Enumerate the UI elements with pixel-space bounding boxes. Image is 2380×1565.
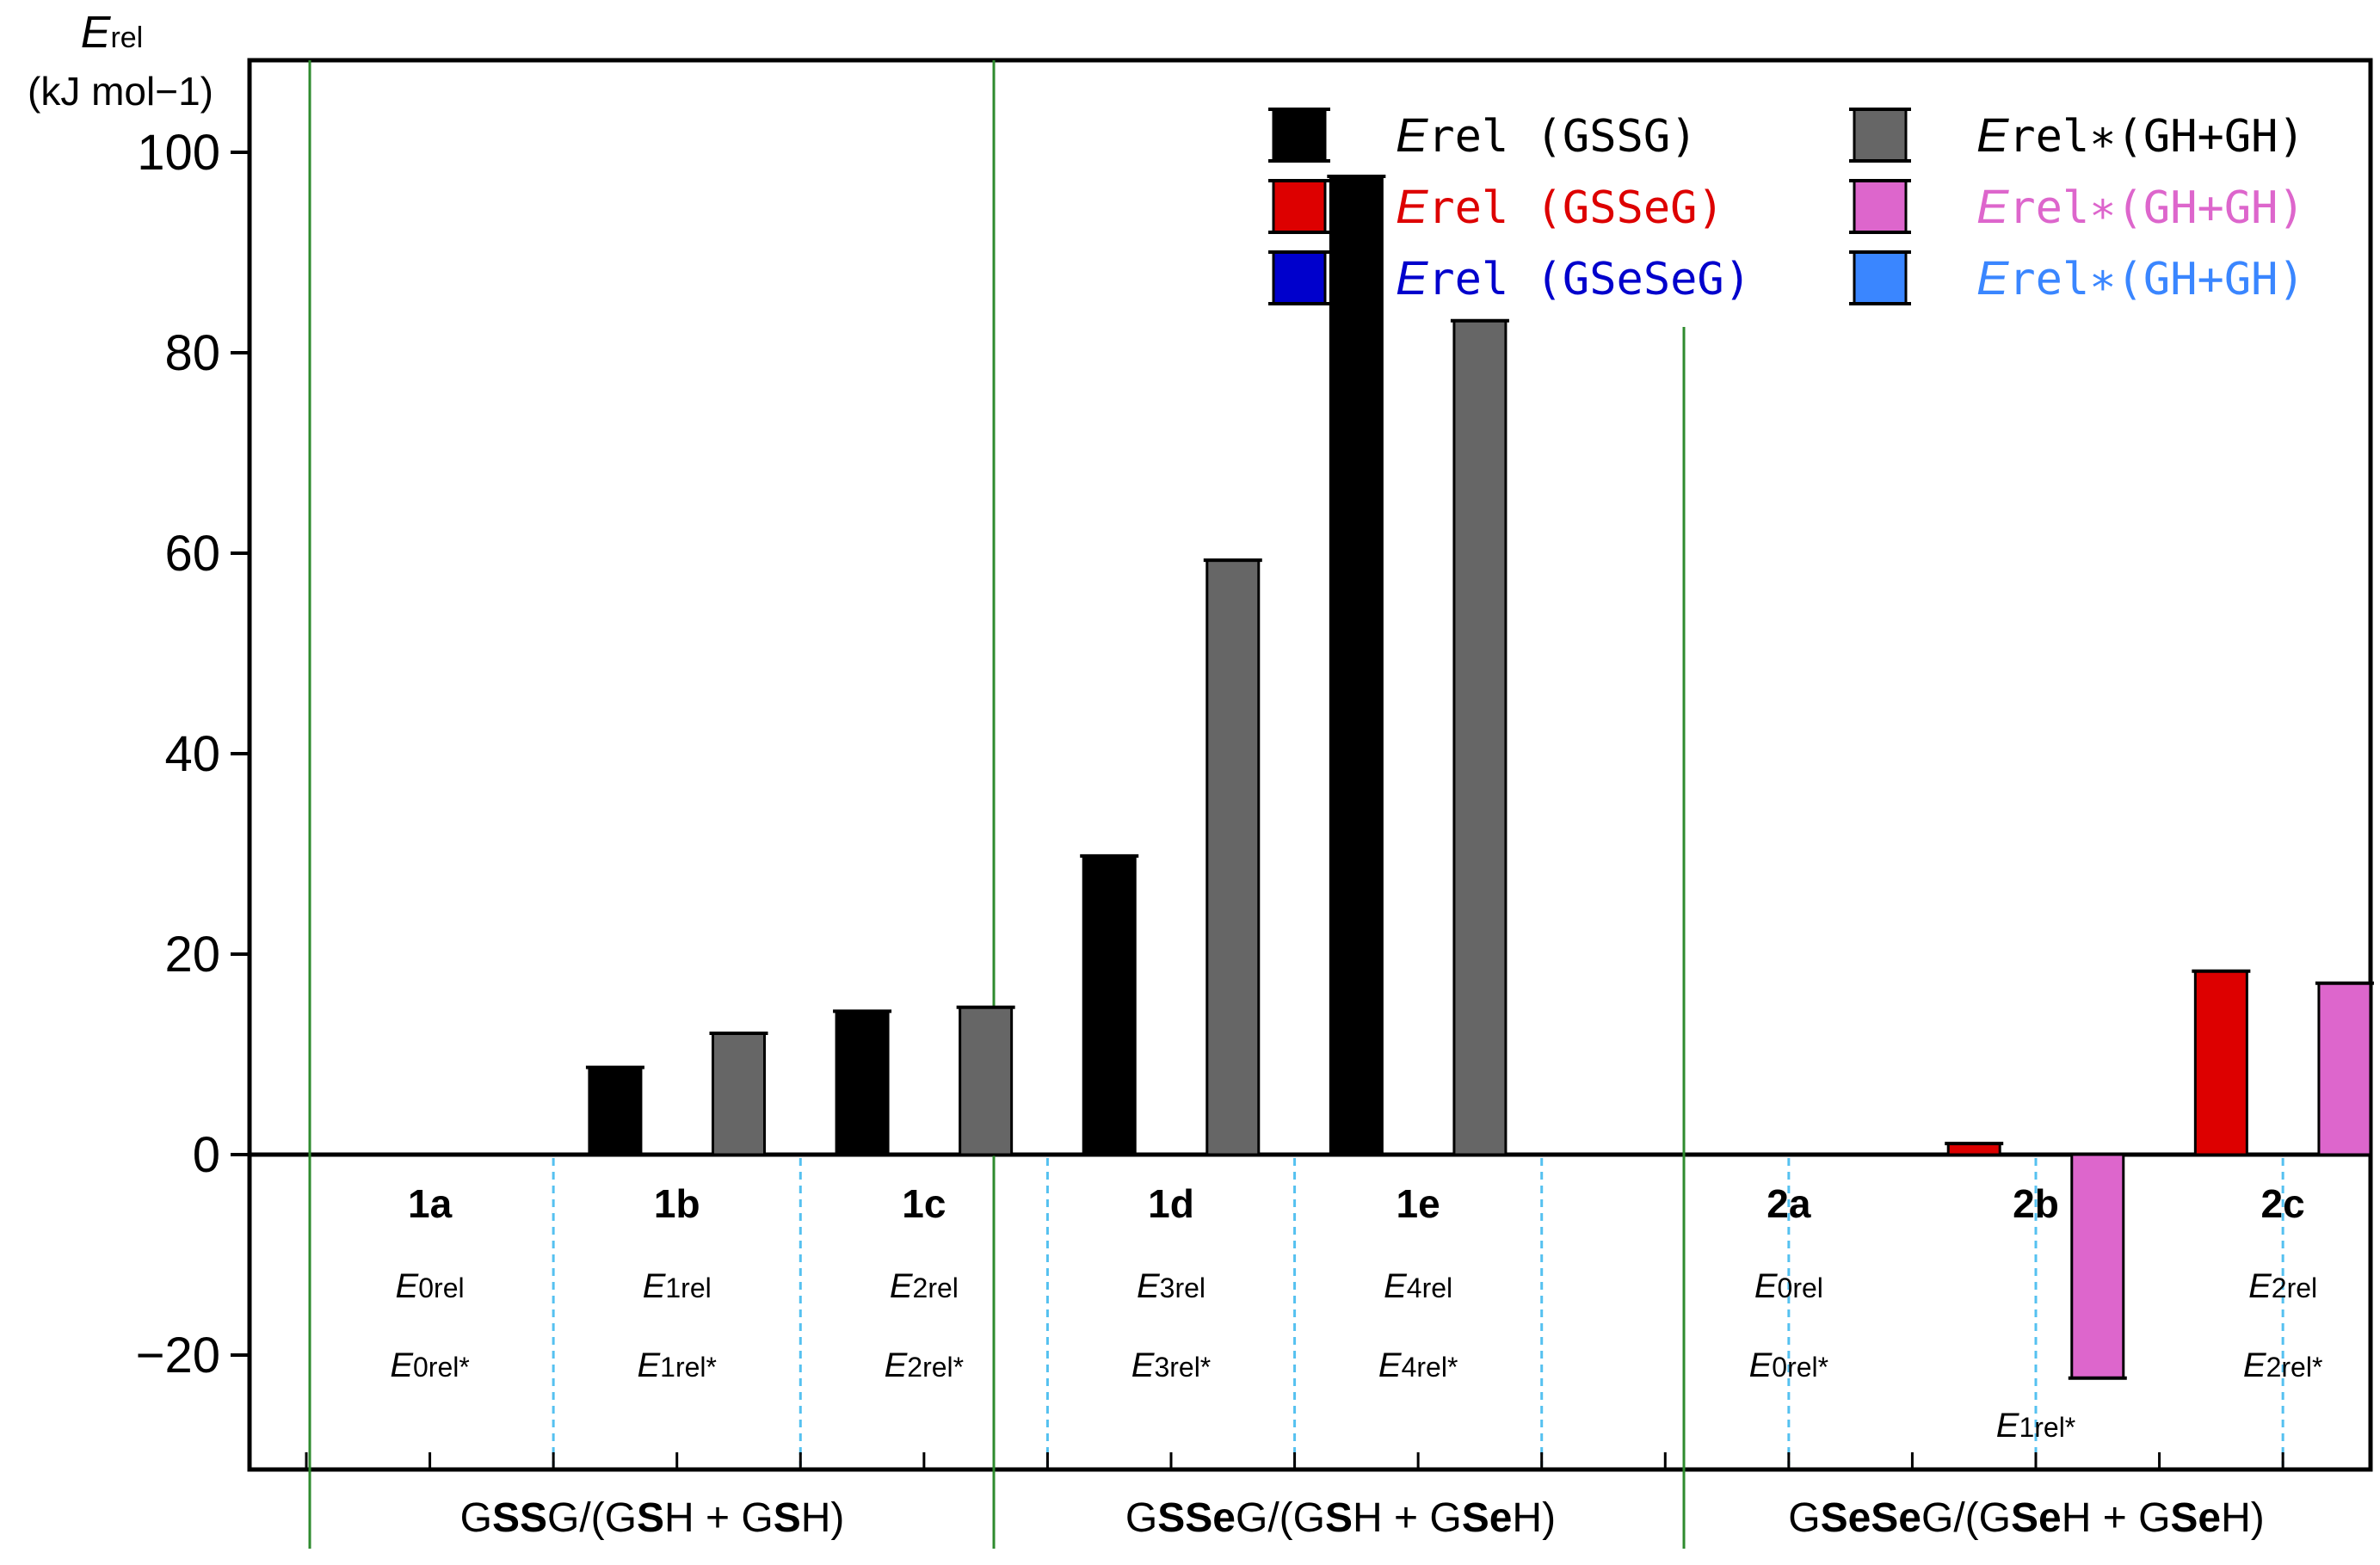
- bar-1c-erel: [835, 1009, 890, 1156]
- group-label: GSSeG/(GSH + GSeH): [1125, 1495, 1556, 1541]
- category-label-1d: 1d: [1148, 1181, 1194, 1226]
- legend-label: Erel (GSeSeG): [1396, 250, 1751, 305]
- bar-2c-erel-star: [2317, 982, 2372, 1156]
- energy-label: E2rel: [890, 1267, 959, 1305]
- energy-label: E3rel: [1137, 1267, 1205, 1305]
- legend-swatch: [1853, 250, 1908, 305]
- bar-1e-erel-star: [1452, 319, 1508, 1156]
- category-label-2a: 2a: [1767, 1181, 1811, 1226]
- energy-star-label: E2rel*: [885, 1346, 965, 1384]
- energy-star-label: E3rel*: [1131, 1346, 1212, 1384]
- category-label-1b: 1b: [654, 1181, 700, 1226]
- y-axis-unit: (kJ mol−1): [28, 69, 213, 114]
- legend-swatch: [1272, 179, 1327, 234]
- bar-2c-erel: [2193, 970, 2248, 1156]
- energy-label: E4rel: [1384, 1267, 1452, 1305]
- legend-label: Erel (GSSeG): [1396, 179, 1724, 234]
- y-tick-label: −20: [136, 1328, 220, 1383]
- bar-1b-erel-star: [712, 1032, 766, 1156]
- legend-label: Erel∗(GH+GH): [1976, 250, 2305, 305]
- legend-swatch: [1272, 250, 1327, 305]
- bar-1b-erel: [588, 1066, 643, 1156]
- category-label-2b: 2b: [2013, 1181, 2059, 1226]
- y-tick-label: 100: [137, 125, 220, 181]
- y-tick-label: 0: [193, 1127, 220, 1183]
- bar-1e-erel: [1329, 175, 1384, 1156]
- energy-label: E1rel: [643, 1267, 712, 1305]
- energy-star-label-2b: E1rel*: [1996, 1407, 2076, 1445]
- y-tick-label: 80: [164, 325, 220, 381]
- plot-frame: [247, 58, 2373, 1472]
- energy-star-label: E1rel*: [637, 1346, 717, 1384]
- legend-label: Erel (GSSG): [1396, 108, 1697, 163]
- category-label-1e: 1e: [1397, 1181, 1440, 1226]
- bar-1d-erel: [1082, 854, 1137, 1156]
- y-tick-label: 20: [164, 927, 220, 983]
- bar-1c-erel-star: [959, 1006, 1014, 1156]
- energy-star-label: E0rel*: [390, 1346, 469, 1384]
- bar-1d-erel-star: [1205, 558, 1261, 1156]
- energy-label: E0rel: [396, 1267, 465, 1305]
- category-label-2c: 2c: [2261, 1181, 2305, 1226]
- legend-swatch: [1853, 108, 1908, 163]
- category-label-1c: 1c: [902, 1181, 946, 1226]
- group-label: GSeSeG/(GSeH + GSeH): [1788, 1495, 2265, 1541]
- legend-label: Erel∗(GH+GH): [1976, 179, 2305, 234]
- energy-star-label: E4rel*: [1378, 1346, 1458, 1384]
- legend-swatch: [1853, 179, 1908, 234]
- group-label: GSSG/(GSH + GSH): [460, 1495, 845, 1541]
- legend-label: Erel∗(GH+GH): [1976, 108, 2305, 163]
- y-tick-label: 60: [164, 526, 220, 582]
- legend-swatch: [1272, 108, 1327, 163]
- energy-star-label: E0rel*: [1749, 1346, 1829, 1384]
- y-axis-label: Erel: [81, 8, 143, 58]
- category-label-1a: 1a: [408, 1181, 453, 1226]
- energy-star-label: E2rel*: [2243, 1346, 2323, 1384]
- energy-label: E2rel: [2248, 1267, 2317, 1305]
- y-tick-label: 40: [164, 726, 220, 782]
- bar-2b-erel-star: [2070, 1153, 2125, 1380]
- energy-label: E0rel: [1754, 1267, 1823, 1305]
